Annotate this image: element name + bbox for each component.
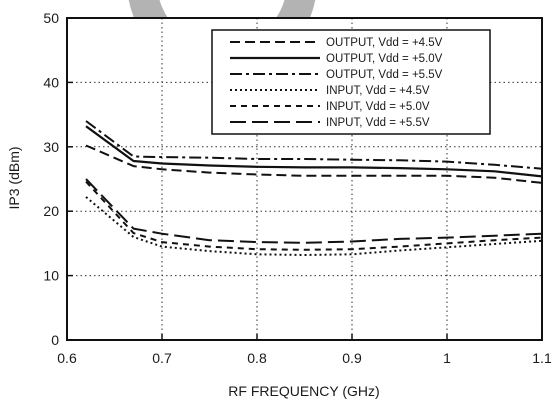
legend: OUTPUT, Vdd = +4.5V OUTPUT, Vdd = +5.0V OU… bbox=[211, 29, 491, 135]
x-tick-label: 0.8 bbox=[247, 350, 267, 366]
legend-label-2: OUTPUT, Vdd = +5.0V bbox=[326, 53, 443, 65]
series-line-2 bbox=[85, 125, 543, 178]
x-tick-label: 1.1 bbox=[532, 350, 552, 366]
legend-box bbox=[211, 29, 491, 135]
legend-label-1: OUTPUT, Vdd = +4.5V bbox=[326, 37, 443, 49]
y-tick-label: 0 bbox=[51, 332, 59, 348]
y-axis-ticks: 0 10 20 30 40 50 bbox=[43, 10, 73, 348]
y-tick-label: 40 bbox=[43, 74, 59, 90]
y-tick-label: 20 bbox=[43, 203, 59, 219]
x-tick-label: 1 bbox=[443, 350, 451, 366]
series-line-3 bbox=[85, 120, 543, 170]
y-tick-label: 30 bbox=[43, 139, 59, 155]
y-tick-label: 10 bbox=[43, 268, 59, 284]
legend-label-6: INPUT, Vdd = +5.5V bbox=[326, 117, 430, 129]
legend-label-4: INPUT, Vdd = +4.5V bbox=[326, 85, 430, 97]
x-tick-label: 0.6 bbox=[57, 350, 77, 366]
y-axis-label: IP3 (dBm) bbox=[6, 146, 22, 209]
x-tick-label: 0.9 bbox=[342, 350, 362, 366]
plot-frame bbox=[66, 17, 543, 341]
series-line-5 bbox=[85, 180, 543, 251]
series-line-6 bbox=[85, 178, 543, 244]
y-tick-label: 50 bbox=[43, 10, 59, 26]
series-line-1 bbox=[85, 144, 543, 184]
x-tick-label: 0.7 bbox=[152, 350, 172, 366]
legend-label-3: OUTPUT, Vdd = +5.5V bbox=[326, 69, 443, 81]
series-lines bbox=[85, 120, 543, 256]
legend-label-5: INPUT, Vdd = +5.0V bbox=[326, 101, 430, 113]
x-axis-label: RF FREQUENCY (GHz) bbox=[228, 383, 379, 399]
x-axis-ticks: 0.6 0.7 0.8 0.9 1 1.1 bbox=[57, 334, 552, 366]
